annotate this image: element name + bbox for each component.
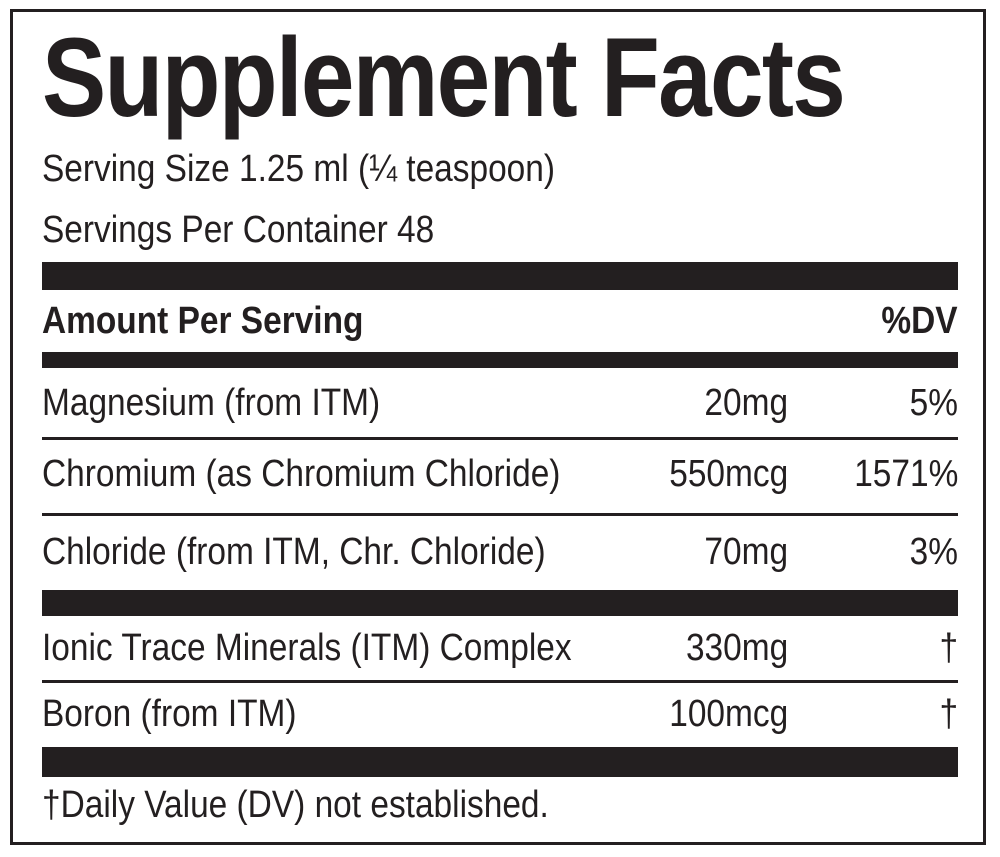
thin-divider bbox=[42, 513, 958, 516]
thin-divider bbox=[42, 680, 958, 683]
thin-divider bbox=[42, 437, 958, 440]
supplement-facts-panel bbox=[10, 9, 986, 845]
thick-divider bbox=[42, 590, 958, 616]
ingredient-dv: † bbox=[939, 693, 958, 735]
servings-per-container: Servings Per Container 48 bbox=[42, 209, 435, 251]
nutrient-amount: 20mg bbox=[704, 382, 788, 424]
nutrient-name: Magnesium (from ITM) bbox=[42, 382, 381, 424]
nutrient-row: Magnesium (from ITM) 20mg 5% bbox=[42, 375, 958, 431]
footnote: †Daily Value (DV) not established. bbox=[42, 784, 549, 826]
ingredient-name: Boron (from ITM) bbox=[42, 693, 297, 735]
ingredient-dv: † bbox=[939, 627, 958, 669]
thick-divider bbox=[42, 747, 958, 777]
table-header-row: Amount Per Serving %DV bbox=[42, 293, 958, 349]
nutrient-amount: 70mg bbox=[704, 531, 788, 573]
label-title: Supplement Facts bbox=[42, 15, 846, 140]
nutrient-name: Chromium (as Chromium Chloride) bbox=[42, 453, 561, 495]
medium-divider bbox=[42, 352, 958, 368]
dv-header: %DV bbox=[881, 300, 958, 342]
ingredient-amount: 100mcg bbox=[669, 693, 788, 735]
nutrient-row: Chromium (as Chromium Chloride) 550mcg 1… bbox=[42, 446, 958, 502]
ingredient-name: Ionic Trace Minerals (ITM) Complex bbox=[42, 627, 572, 669]
ingredient-row: Ionic Trace Minerals (ITM) Complex 330mg… bbox=[42, 620, 958, 676]
nutrient-dv: 5% bbox=[909, 382, 958, 424]
nutrient-dv: 1571% bbox=[853, 453, 958, 495]
thick-divider bbox=[42, 262, 958, 290]
nutrient-dv: 3% bbox=[909, 531, 958, 573]
ingredient-row: Boron (from ITM) 100mcg † bbox=[42, 686, 958, 742]
nutrient-name: Chloride (from ITM, Chr. Chloride) bbox=[42, 531, 546, 573]
nutrient-row: Chloride (from ITM, Chr. Chloride) 70mg … bbox=[42, 524, 958, 580]
ingredient-amount: 330mg bbox=[685, 627, 788, 669]
nutrient-amount: 550mcg bbox=[669, 453, 788, 495]
serving-size: Serving Size 1.25 ml (¼ teaspoon) bbox=[42, 148, 556, 190]
amount-per-serving-header: Amount Per Serving bbox=[42, 300, 364, 342]
